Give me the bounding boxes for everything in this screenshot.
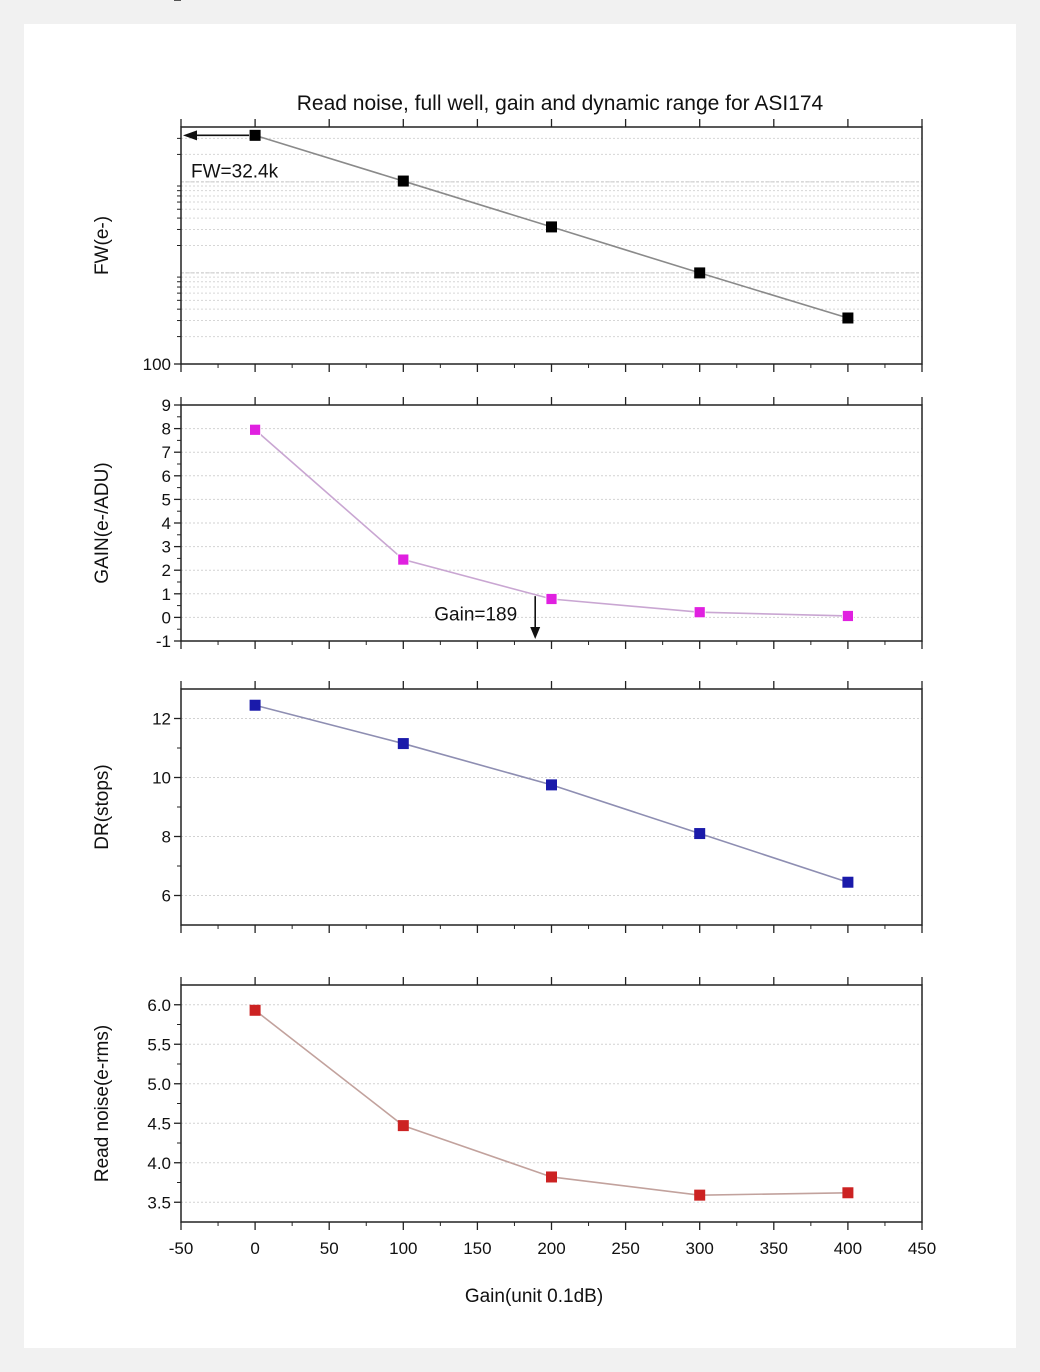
data-point <box>842 610 854 622</box>
arrow-head <box>530 627 541 639</box>
x-tick-label: 50 <box>320 1239 339 1258</box>
y-tick-label: 4 <box>162 514 171 533</box>
data-point <box>397 1120 409 1132</box>
data-point <box>694 1189 706 1201</box>
y-tick-label: 100 <box>143 355 171 374</box>
x-tick-label: 100 <box>389 1239 417 1258</box>
data-point <box>694 267 706 279</box>
arrow-head <box>183 130 197 141</box>
annotation-fw: FW=32.4k <box>191 161 279 182</box>
y-axis-title: FW(e-) <box>92 216 113 275</box>
y-axis-title: GAIN(e-/ADU) <box>92 462 113 583</box>
x-tick-label: 300 <box>686 1239 714 1258</box>
panel-fw: 100 1k10k FW(e-) FW=32.4k <box>92 0 923 374</box>
y-tick-label: 4.5 <box>147 1114 171 1133</box>
y-tick-label: 0 <box>162 608 171 627</box>
y-tick-label: 5.0 <box>147 1075 171 1094</box>
y-tick-label: 6 <box>162 467 171 486</box>
data-point <box>249 129 261 141</box>
y-axis-title: DR(stops) <box>92 764 113 850</box>
x-tick-label: 250 <box>611 1239 639 1258</box>
series-line-rn <box>254 1009 848 1196</box>
x-axis-title: Gain(unit 0.1dB) <box>465 1286 603 1307</box>
y-tick-label: 7 <box>162 443 171 462</box>
data-point <box>249 1004 261 1016</box>
x-tick-label: 150 <box>463 1239 491 1258</box>
data-point <box>249 699 261 711</box>
figure-background <box>24 24 1016 1348</box>
x-tick-label: 0 <box>250 1239 259 1258</box>
data-point <box>546 221 557 233</box>
y-tick-label: 6.0 <box>147 996 171 1015</box>
y-tick-label: 1 <box>162 585 171 604</box>
x-tick-label: 350 <box>760 1239 788 1258</box>
x-tick-label: 200 <box>537 1239 565 1258</box>
y-tick-label: 8 <box>162 828 171 847</box>
x-tick-label: 400 <box>834 1239 862 1258</box>
panel-dr: 6 8 10 12 DR(stops) <box>92 681 923 933</box>
series-line-dr <box>254 704 849 883</box>
y-tick-label: 2 <box>162 561 171 580</box>
y-axis-title: Read noise(e-rms) <box>92 1025 113 1182</box>
data-point <box>546 1171 557 1183</box>
data-point <box>545 593 558 605</box>
y-tick-label: 6 <box>162 887 171 906</box>
panel-gain: -1 0 1 2 3 4 5 6 7 8 9 GAIN(e-/ADU) Gain=189 <box>92 396 923 651</box>
data-point <box>694 828 706 840</box>
y-tick-label: -1 <box>156 632 171 651</box>
data-point <box>693 606 706 619</box>
y-tick-label: 3.5 <box>147 1193 171 1212</box>
y-tick-label: 8 <box>162 420 171 439</box>
data-point <box>397 738 409 750</box>
y-tick-label: 10 <box>152 769 171 788</box>
data-point <box>397 553 410 566</box>
data-point <box>842 876 854 888</box>
y-tick-label: 5 <box>162 490 171 509</box>
x-tick-label: 450 <box>908 1239 936 1258</box>
data-point <box>842 312 854 324</box>
data-point <box>249 423 262 436</box>
y-tick-label: 10k <box>144 0 172 4</box>
plot-frame <box>180 688 923 926</box>
y-tick-label: 1k <box>153 0 171 4</box>
data-point <box>397 175 409 187</box>
x-tick-label: -50 <box>169 1239 194 1258</box>
plot-frame <box>180 984 923 1223</box>
data-point <box>842 1187 854 1199</box>
chart-title: Read noise, full well, gain and dynamic … <box>297 92 824 115</box>
y-tick-label: 12 <box>152 710 171 729</box>
y-tick-label: 9 <box>162 396 171 415</box>
y-tick-label: 3 <box>162 538 171 557</box>
annotation-gain: Gain=189 <box>434 604 517 625</box>
y-tick-label: 4.0 <box>147 1154 171 1173</box>
panel-rn: 3.5 4.0 4.5 5.0 5.5 6.0 Read noise(e-rms) -50 0 5… <box>92 977 936 1258</box>
y-tick-label: 5.5 <box>147 1035 171 1054</box>
data-point <box>546 779 557 791</box>
